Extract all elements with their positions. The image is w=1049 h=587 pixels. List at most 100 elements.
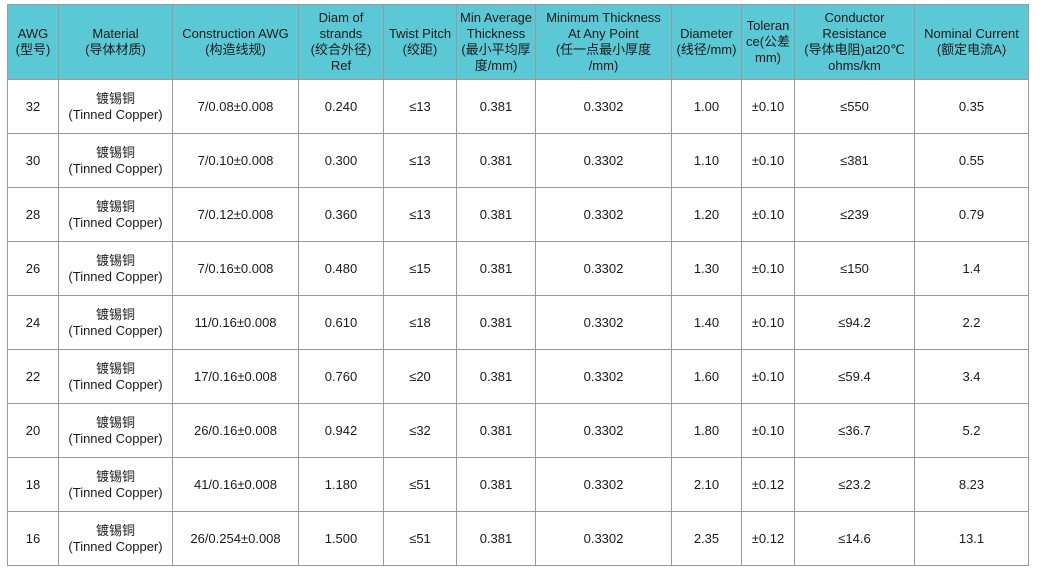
cell-diam-of-strands: 0.300 — [298, 133, 384, 188]
cell-twist-pitch: ≤18 — [383, 295, 457, 350]
cell-conductor-resistance: ≤550 — [794, 79, 915, 134]
cell-awg: 26 — [7, 241, 59, 296]
cell-awg: 22 — [7, 349, 59, 404]
cell-nominal-current: 13.1 — [914, 511, 1029, 566]
table-row: 18 镀锡铜 (Tinned Copper) 41/0.16±0.008 1.180 ≤… — [7, 457, 1029, 512]
cell-diameter: 1.20 — [671, 187, 742, 242]
cell-minimum-thickness: 0.3302 — [535, 187, 672, 242]
cell-nominal-current: 0.35 — [914, 79, 1029, 134]
table-row: 28 镀锡铜 (Tinned Copper) 7/0.12±0.008 0.360 ≤1… — [7, 187, 1029, 242]
cell-conductor-resistance: ≤14.6 — [794, 511, 915, 566]
table-row: 22 镀锡铜 (Tinned Copper) 17/0.16±0.008 0.760 ≤… — [7, 349, 1029, 404]
cell-awg: 18 — [7, 457, 59, 512]
cell-tolerance: ±0.10 — [741, 403, 795, 458]
cell-awg: 16 — [7, 511, 59, 566]
cell-construction-awg: 7/0.08±0.008 — [172, 79, 299, 134]
cell-minimum-thickness: 0.3302 — [535, 403, 672, 458]
cell-diameter: 1.40 — [671, 295, 742, 350]
cell-material: 镀锡铜 (Tinned Copper) — [58, 349, 173, 404]
cell-construction-awg: 7/0.10±0.008 — [172, 133, 299, 188]
cell-min-average-thickness: 0.381 — [456, 133, 536, 188]
cell-awg: 28 — [7, 187, 59, 242]
cell-twist-pitch: ≤51 — [383, 511, 457, 566]
cell-material: 镀锡铜 (Tinned Copper) — [58, 187, 173, 242]
cell-construction-awg: 26/0.16±0.008 — [172, 403, 299, 458]
cell-minimum-thickness: 0.3302 — [535, 349, 672, 404]
header-material: Material (导体材质) — [58, 4, 173, 80]
header-awg: AWG (型号) — [7, 4, 59, 80]
cell-nominal-current: 2.2 — [914, 295, 1029, 350]
cell-diameter: 1.80 — [671, 403, 742, 458]
cell-diam-of-strands: 0.942 — [298, 403, 384, 458]
cell-nominal-current: 0.79 — [914, 187, 1029, 242]
cell-conductor-resistance: ≤36.7 — [794, 403, 915, 458]
cell-material: 镀锡铜 (Tinned Copper) — [58, 241, 173, 296]
cell-nominal-current: 1.4 — [914, 241, 1029, 296]
cell-min-average-thickness: 0.381 — [456, 403, 536, 458]
cell-diameter: 1.60 — [671, 349, 742, 404]
cell-diam-of-strands: 0.240 — [298, 79, 384, 134]
header-diam-of-strands: Diam of strands (绞合外径) Ref — [298, 4, 384, 80]
header-nominal-current: Nominal Current (额定电流A) — [914, 4, 1029, 80]
cell-twist-pitch: ≤20 — [383, 349, 457, 404]
cell-material: 镀锡铜 (Tinned Copper) — [58, 295, 173, 350]
cell-material: 镀锡铜 (Tinned Copper) — [58, 133, 173, 188]
cell-awg: 32 — [7, 79, 59, 134]
cell-min-average-thickness: 0.381 — [456, 295, 536, 350]
cell-construction-awg: 17/0.16±0.008 — [172, 349, 299, 404]
cell-minimum-thickness: 0.3302 — [535, 511, 672, 566]
wire-spec-table: AWG (型号) Material (导体材质) Construction AW… — [7, 4, 1029, 566]
cell-min-average-thickness: 0.381 — [456, 457, 536, 512]
cell-awg: 20 — [7, 403, 59, 458]
cell-nominal-current: 0.55 — [914, 133, 1029, 188]
cell-construction-awg: 26/0.254±0.008 — [172, 511, 299, 566]
cell-diameter: 1.30 — [671, 241, 742, 296]
cell-conductor-resistance: ≤239 — [794, 187, 915, 242]
cell-tolerance: ±0.10 — [741, 349, 795, 404]
cell-min-average-thickness: 0.381 — [456, 349, 536, 404]
cell-minimum-thickness: 0.3302 — [535, 241, 672, 296]
cell-diam-of-strands: 0.610 — [298, 295, 384, 350]
table-row: 30 镀锡铜 (Tinned Copper) 7/0.10±0.008 0.300 ≤1… — [7, 133, 1029, 188]
cell-conductor-resistance: ≤59.4 — [794, 349, 915, 404]
cell-construction-awg: 7/0.16±0.008 — [172, 241, 299, 296]
cell-min-average-thickness: 0.381 — [456, 187, 536, 242]
header-row: AWG (型号) Material (导体材质) Construction AW… — [7, 4, 1029, 80]
table-row: 32 镀锡铜 (Tinned Copper) 7/0.08±0.008 0.240 ≤1… — [7, 79, 1029, 134]
cell-material: 镀锡铜 (Tinned Copper) — [58, 511, 173, 566]
cell-min-average-thickness: 0.381 — [456, 79, 536, 134]
header-diameter: Diameter (线径/mm) — [671, 4, 742, 80]
cell-tolerance: ±0.10 — [741, 241, 795, 296]
cell-min-average-thickness: 0.381 — [456, 241, 536, 296]
cell-tolerance: ±0.12 — [741, 457, 795, 512]
table-row: 24 镀锡铜 (Tinned Copper) 11/0.16±0.008 0.610 ≤… — [7, 295, 1029, 350]
cell-material: 镀锡铜 (Tinned Copper) — [58, 79, 173, 134]
cell-twist-pitch: ≤13 — [383, 79, 457, 134]
cell-nominal-current: 8.23 — [914, 457, 1029, 512]
cell-twist-pitch: ≤32 — [383, 403, 457, 458]
cell-tolerance: ±0.10 — [741, 133, 795, 188]
cell-diameter: 2.10 — [671, 457, 742, 512]
table-row: 20 镀锡铜 (Tinned Copper) 26/0.16±0.008 0.942 ≤… — [7, 403, 1029, 458]
cell-construction-awg: 11/0.16±0.008 — [172, 295, 299, 350]
table-body: 32 镀锡铜 (Tinned Copper) 7/0.08±0.008 0.240 ≤1… — [7, 79, 1029, 566]
cell-diameter: 1.00 — [671, 79, 742, 134]
header-minimum-thickness-any-point: Minimum Thickness At Any Point (任一点最小厚度 … — [535, 4, 672, 80]
cell-tolerance: ±0.10 — [741, 187, 795, 242]
cell-diam-of-strands: 0.760 — [298, 349, 384, 404]
header-conductor-resistance: Conductor Resistance (导体电阻)at20℃ ohms/km — [794, 4, 915, 80]
cell-diameter: 2.35 — [671, 511, 742, 566]
cell-twist-pitch: ≤15 — [383, 241, 457, 296]
cell-tolerance: ±0.12 — [741, 511, 795, 566]
cell-twist-pitch: ≤51 — [383, 457, 457, 512]
cell-nominal-current: 5.2 — [914, 403, 1029, 458]
cell-construction-awg: 7/0.12±0.008 — [172, 187, 299, 242]
cell-minimum-thickness: 0.3302 — [535, 295, 672, 350]
cell-tolerance: ±0.10 — [741, 295, 795, 350]
cell-conductor-resistance: ≤94.2 — [794, 295, 915, 350]
cell-diam-of-strands: 1.180 — [298, 457, 384, 512]
cell-nominal-current: 3.4 — [914, 349, 1029, 404]
cell-twist-pitch: ≤13 — [383, 187, 457, 242]
table-row: 16 镀锡铜 (Tinned Copper) 26/0.254±0.008 1.500… — [7, 511, 1029, 566]
spec-table-container: AWG (型号) Material (导体材质) Construction AW… — [7, 4, 1029, 566]
